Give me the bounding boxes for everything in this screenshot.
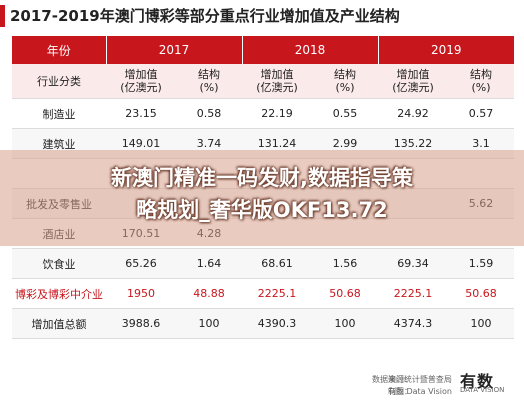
footer: 数据来源： 制图： 澳门统计暨普查局 有数 Data Vision 有数 DATA … xyxy=(0,364,524,400)
table-row: 博彩及博彩中介业 1950 48.88 2225.1 50.68 2225.1 50.68 xyxy=(12,278,515,309)
overlay-banner-text: 新澳门精准一码发财,数据指导策 略规划_奢华版OKF13.72 xyxy=(0,162,524,226)
pct-cell: 1.59 xyxy=(448,248,515,279)
pct-cell: 100 xyxy=(448,308,515,339)
source-label: 数据来源： 制图： xyxy=(372,375,412,396)
pct-cell: 0.55 xyxy=(312,98,379,129)
source-text: 澳门统计暨普查局 有数 Data Vision xyxy=(387,375,452,396)
title-bar: 2017-2019年澳门博彩等部分重点行业增加值及产业结构 xyxy=(0,0,524,32)
row-label: 增加值总额 xyxy=(12,308,106,339)
data-vision-logo: 有数 DATA VISION xyxy=(460,368,512,396)
pct-cell: 1.64 xyxy=(176,248,243,279)
logo-subtitle: DATA VISION xyxy=(460,386,505,394)
value-cell: 4374.3 xyxy=(378,308,449,339)
year-header-label: 年份 xyxy=(12,36,106,64)
pct-cell: 48.88 xyxy=(176,278,243,309)
title-accent-bar xyxy=(0,5,5,27)
row-label: 制造业 xyxy=(12,98,106,129)
row-label: 饮食业 xyxy=(12,248,106,279)
pct-cell: 100 xyxy=(312,308,379,339)
year-2018: 2018 xyxy=(241,36,379,64)
value-header: 增加值 (亿澳元) xyxy=(106,64,176,99)
value-cell: 24.92 xyxy=(378,98,449,129)
pct-header: 结构 (%) xyxy=(448,64,515,99)
overlay-line-2: 略规划_奢华版OKF13.72 xyxy=(136,198,388,222)
pct-cell: 0.57 xyxy=(448,98,515,129)
pct-cell: 50.68 xyxy=(448,278,515,309)
table-row: 增加值总额 3988.6 100 4390.3 100 4374.3 100 xyxy=(12,308,515,339)
pct-header: 结构 (%) xyxy=(176,64,243,99)
overlay-line-1: 新澳门精准一码发财,数据指导策 xyxy=(111,166,413,190)
value-cell: 2225.1 xyxy=(242,278,313,309)
year-2017: 2017 xyxy=(105,36,243,64)
watermark-overlay-band xyxy=(0,150,524,246)
value-cell: 65.26 xyxy=(106,248,176,279)
value-header: 增加值 (亿澳元) xyxy=(242,64,313,99)
table-row: 制造业 23.15 0.58 22.19 0.55 24.92 0.57 xyxy=(12,98,515,129)
pct-cell: 0.58 xyxy=(176,98,243,129)
value-cell: 4390.3 xyxy=(242,308,313,339)
row-label: 博彩及博彩中介业 xyxy=(12,278,106,309)
value-cell: 2225.1 xyxy=(378,278,449,309)
value-cell: 69.34 xyxy=(378,248,449,279)
page-title: 2017-2019年澳门博彩等部分重点行业增加值及产业结构 xyxy=(10,7,400,25)
value-cell: 3988.6 xyxy=(106,308,176,339)
year-header-row: 年份 2017 2018 2019 xyxy=(12,36,515,64)
category-header: 行业分类 xyxy=(12,64,106,99)
pct-cell: 50.68 xyxy=(312,278,379,309)
pct-header: 结构 (%) xyxy=(312,64,379,99)
value-cell: 22.19 xyxy=(242,98,313,129)
year-2019: 2019 xyxy=(377,36,515,64)
logo-mark: 有数 xyxy=(460,372,495,391)
table-row: 饮食业 65.26 1.64 68.61 1.56 69.34 1.59 xyxy=(12,248,515,279)
column-header-row: 行业分类 增加值 (亿澳元) 结构 (%) 增加值 (亿澳元) 结构 (%) 增加值 (亿… xyxy=(12,64,515,99)
value-header: 增加值 (亿澳元) xyxy=(378,64,449,99)
pct-cell: 1.56 xyxy=(312,248,379,279)
value-cell: 68.61 xyxy=(242,248,313,279)
pct-cell: 100 xyxy=(176,308,243,339)
value-cell: 23.15 xyxy=(106,98,176,129)
value-cell: 1950 xyxy=(106,278,176,309)
